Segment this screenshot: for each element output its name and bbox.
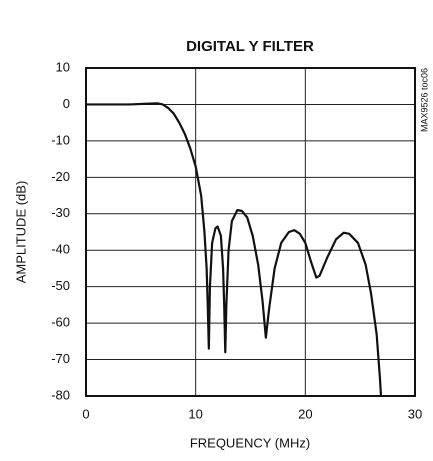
y-tick-label: 0 (63, 96, 70, 111)
y-tick-label: -20 (51, 169, 70, 184)
y-tick-label: -40 (51, 242, 70, 257)
x-axis-label: FREQUENCY (MHz) (190, 435, 310, 450)
y-tick-label: -70 (51, 351, 70, 366)
y-tick-label: -60 (51, 315, 70, 330)
plot-frame (85, 67, 416, 397)
y-tick-label: -30 (51, 205, 70, 220)
x-tick-label: 10 (188, 406, 202, 421)
x-tick-label: 20 (298, 406, 312, 421)
y-tick-label: 10 (56, 59, 70, 74)
y-tick-label: -50 (51, 278, 70, 293)
y-axis-label: AMPLITUDE (dB) (13, 181, 28, 284)
y-tick-label: -10 (51, 132, 70, 147)
annotation: MAX9526 toc06 (419, 68, 429, 132)
data-line (86, 102, 383, 397)
x-tick-label: 30 (408, 406, 422, 421)
y-tick-label: -80 (51, 387, 70, 402)
chart-title: DIGITAL Y FILTER (186, 38, 314, 55)
x-tick-label: 0 (82, 406, 89, 421)
